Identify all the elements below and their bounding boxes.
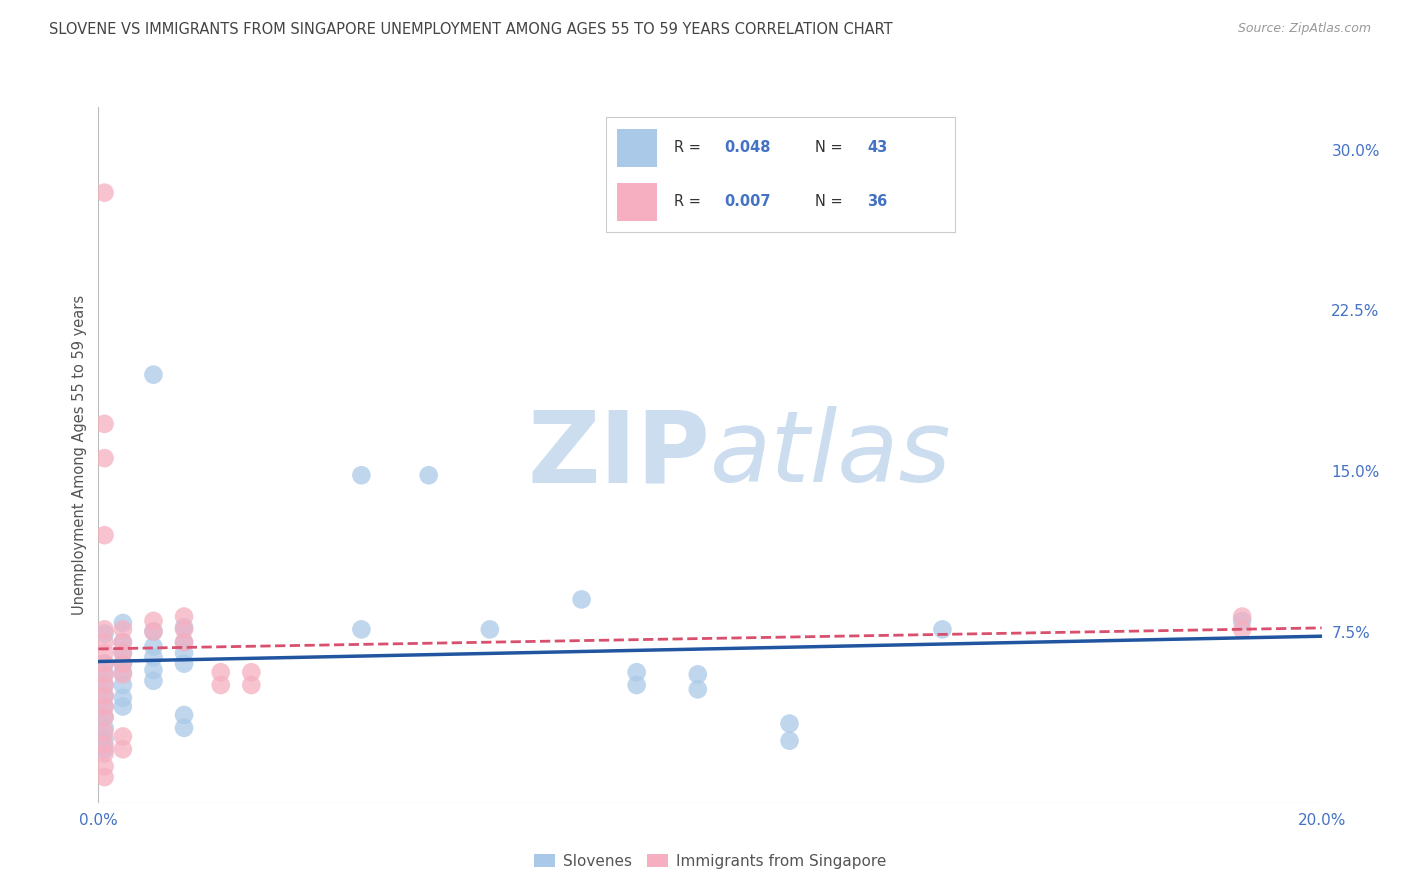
- Point: [93, 747, 115, 761]
- Text: Source: ZipAtlas.com: Source: ZipAtlas.com: [1237, 22, 1371, 36]
- Point: [93, 689, 115, 703]
- Point: [93, 731, 115, 746]
- Point: [93, 417, 115, 431]
- Point: [93, 646, 115, 660]
- Point: [93, 623, 115, 637]
- Point: [1230, 614, 1253, 628]
- Point: [93, 759, 115, 773]
- Point: [93, 770, 115, 784]
- Point: [418, 468, 440, 483]
- Point: [111, 678, 134, 692]
- Point: [111, 615, 134, 630]
- Point: [93, 742, 115, 756]
- Point: [111, 657, 134, 671]
- Point: [142, 640, 165, 654]
- Point: [142, 624, 165, 639]
- Point: [111, 665, 134, 680]
- Point: [93, 678, 115, 692]
- Point: [350, 468, 373, 483]
- Point: [111, 646, 134, 660]
- Point: [571, 592, 593, 607]
- Point: [686, 667, 709, 681]
- Point: [93, 667, 115, 681]
- Point: [931, 623, 953, 637]
- Point: [93, 699, 115, 714]
- Point: [626, 665, 648, 680]
- Point: [111, 742, 134, 756]
- Point: [173, 708, 195, 723]
- Point: [1230, 623, 1253, 637]
- Point: [93, 725, 115, 739]
- Point: [111, 635, 134, 649]
- Point: [478, 623, 501, 637]
- Point: [779, 716, 801, 731]
- Point: [93, 657, 115, 671]
- Point: [779, 733, 801, 747]
- Point: [93, 710, 115, 724]
- Point: [173, 609, 195, 624]
- Point: [93, 626, 115, 640]
- Point: [93, 528, 115, 542]
- Point: [93, 721, 115, 735]
- Point: [93, 678, 115, 692]
- Text: SLOVENE VS IMMIGRANTS FROM SINGAPORE UNEMPLOYMENT AMONG AGES 55 TO 59 YEARS CORR: SLOVENE VS IMMIGRANTS FROM SINGAPORE UNE…: [49, 22, 893, 37]
- Point: [142, 663, 165, 677]
- Point: [173, 721, 195, 735]
- Point: [93, 451, 115, 466]
- Point: [111, 646, 134, 660]
- Point: [93, 186, 115, 200]
- Text: atlas: atlas: [710, 407, 952, 503]
- Point: [173, 657, 195, 671]
- Point: [111, 635, 134, 649]
- Point: [142, 673, 165, 688]
- Point: [111, 690, 134, 705]
- Point: [93, 657, 115, 671]
- Point: [1230, 609, 1253, 624]
- Point: [350, 623, 373, 637]
- Point: [111, 699, 134, 714]
- Legend: Slovenes, Immigrants from Singapore: Slovenes, Immigrants from Singapore: [527, 848, 893, 875]
- Point: [93, 738, 115, 752]
- Point: [142, 624, 165, 639]
- Point: [173, 620, 195, 634]
- Point: [142, 650, 165, 665]
- Y-axis label: Unemployment Among Ages 55 to 59 years: Unemployment Among Ages 55 to 59 years: [72, 295, 87, 615]
- Point: [93, 635, 115, 649]
- Point: [173, 623, 195, 637]
- Point: [173, 635, 195, 649]
- Point: [626, 678, 648, 692]
- Point: [209, 678, 232, 692]
- Point: [93, 667, 115, 681]
- Point: [173, 635, 195, 649]
- Point: [111, 657, 134, 671]
- Point: [173, 646, 195, 660]
- Point: [93, 710, 115, 724]
- Point: [240, 665, 263, 680]
- Point: [111, 667, 134, 681]
- Point: [93, 699, 115, 714]
- Point: [209, 665, 232, 680]
- Point: [142, 368, 165, 382]
- Text: ZIP: ZIP: [527, 407, 710, 503]
- Point: [111, 730, 134, 744]
- Point: [240, 678, 263, 692]
- Point: [93, 689, 115, 703]
- Point: [142, 614, 165, 628]
- Point: [111, 623, 134, 637]
- Point: [686, 682, 709, 697]
